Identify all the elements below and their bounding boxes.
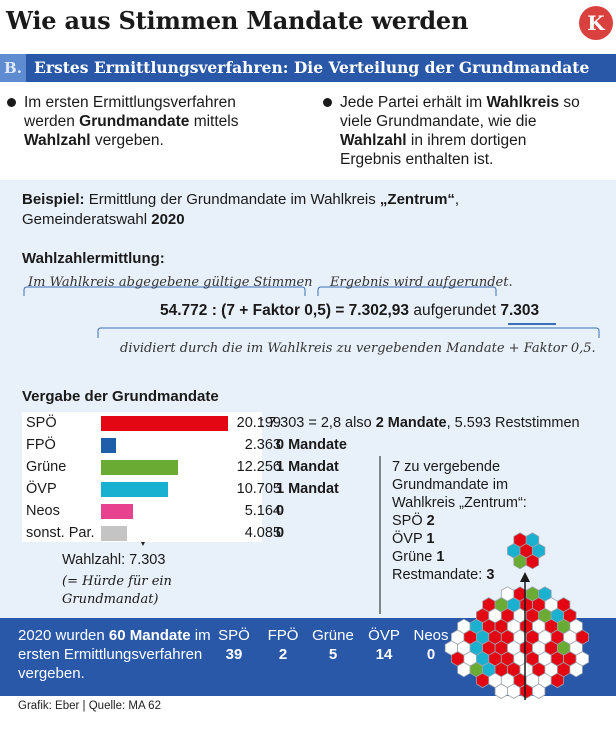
seat-hex bbox=[550, 672, 564, 689]
formula: 54.772 : (7 + Faktor 0,5) = 7.302,93 auf… bbox=[160, 302, 540, 319]
wahlzahl-label: Wahlzahl: 7.303 bbox=[62, 552, 166, 568]
hurdle-note: (= Hürde für ein Grundmandat) bbox=[62, 574, 172, 607]
seat-hex bbox=[525, 553, 540, 570]
vote-bar bbox=[101, 504, 133, 519]
mandate-result: 1 Mandat bbox=[276, 459, 339, 475]
seat-hex bbox=[569, 661, 583, 678]
summary-bar: 2020 wurden 60 Mandate im ersten Ermittl… bbox=[0, 618, 616, 696]
vote-bar bbox=[101, 438, 116, 453]
seat-hex bbox=[507, 683, 521, 699]
summary-spoe: SPÖ 39 bbox=[218, 627, 250, 663]
vote-count: 10.705 bbox=[236, 481, 281, 497]
bullet-right: Jede Partei erhält im Wahlkreis so viele… bbox=[323, 93, 590, 169]
seat-hex bbox=[475, 672, 490, 689]
summary-neos: Neos 0 bbox=[413, 627, 449, 663]
seat-hex bbox=[519, 683, 533, 699]
mandate-result: 1 Mandat bbox=[276, 481, 339, 497]
bullet-dot-icon bbox=[323, 98, 332, 107]
side-box: 7 zu vergebende Grundmandate im Wahlkrei… bbox=[392, 458, 572, 584]
arrow-up-icon bbox=[520, 572, 530, 582]
allocation-heading: Vergabe der Grundmandate bbox=[22, 388, 219, 405]
mandate-result: 0 bbox=[276, 503, 285, 519]
summary-text: 2020 wurden 60 Mandate im ersten Ermittl… bbox=[18, 627, 211, 682]
side-line-gruene: Grüne 1 bbox=[392, 549, 445, 565]
allocation-row: Grüne 12.256 1 Mandat bbox=[26, 457, 606, 479]
bullet-left: Im ersten Ermittlungsverfahren werden Gr… bbox=[7, 93, 264, 150]
vote-count: 12.256 bbox=[236, 459, 281, 475]
allocation-row: Neos 5.164 0 bbox=[26, 501, 606, 523]
vote-bar bbox=[101, 482, 168, 497]
section-letter: B. bbox=[0, 54, 26, 82]
seat-hex bbox=[457, 661, 471, 678]
page-title: Wie aus Stimmen Mandate werden bbox=[6, 6, 469, 35]
side-line-spoe: SPÖ 2 bbox=[392, 513, 435, 529]
summary-gruene: Grüne 5 bbox=[312, 627, 354, 663]
example-description: Beispiel: Ermittlung der Grundmandate im… bbox=[22, 191, 460, 228]
side-intro: 7 zu vergebende Grundmandate im Wahlkrei… bbox=[392, 459, 527, 511]
vote-count: 4.085 bbox=[244, 525, 281, 541]
mandate-result: : 7.303 = 2,8 also 2 Mandate, 5.593 Rest… bbox=[260, 415, 580, 431]
allocation-row: SPÖ 20.199 : 7.303 = 2,8 also 2 Mandate, … bbox=[26, 413, 606, 435]
allocation-row: FPÖ 2.363 0 Mandate bbox=[26, 435, 606, 457]
allocation-row: sonst. Par. 4.085 0 bbox=[26, 523, 606, 545]
section-title: Erstes Ermittlungsverfahren: Die Verteil… bbox=[34, 58, 590, 77]
vote-count: 2.363 bbox=[244, 437, 281, 453]
bullet-dot-icon bbox=[7, 98, 16, 107]
allocation-table-bg bbox=[22, 412, 262, 542]
side-line-oevp: ÖVP 1 bbox=[392, 531, 435, 547]
party-name: SPÖ bbox=[26, 415, 57, 431]
side-line-rest: Restmandate: 3 bbox=[392, 567, 495, 583]
brand-logo: K bbox=[579, 6, 613, 40]
allocation-row: ÖVP 10.705 1 Mandat bbox=[26, 479, 606, 501]
mandate-result: 0 Mandate bbox=[276, 437, 347, 453]
section-bar: B. Erstes Ermittlungsverfahren: Die Vert… bbox=[0, 54, 616, 82]
calc-heading: Wahlzahlermittlung: bbox=[22, 250, 165, 267]
note-votes: Im Wahlkreis abgegebene gültige Stimmen bbox=[28, 275, 313, 290]
note-round: Ergebnis wird aufgerundet. bbox=[330, 275, 513, 290]
vote-bar bbox=[101, 526, 127, 541]
note-divisor: dividiert durch die im Wahlkreis zu verg… bbox=[120, 341, 596, 356]
vote-bar bbox=[101, 460, 178, 475]
seat-hex bbox=[532, 683, 546, 699]
summary-oevp: ÖVP 14 bbox=[368, 627, 400, 663]
party-name: Grüne bbox=[26, 459, 67, 475]
seat-hex bbox=[494, 683, 508, 699]
vote-count: 5.164 bbox=[244, 503, 281, 519]
credit-line: Grafik: Eber | Quelle: MA 62 bbox=[18, 700, 161, 712]
seat-hex bbox=[513, 553, 527, 570]
mandate-result: 0 bbox=[276, 525, 285, 541]
party-name: FPÖ bbox=[26, 437, 56, 453]
party-name: ÖVP bbox=[26, 481, 57, 497]
vote-count: 20.199 bbox=[236, 415, 281, 431]
summary-fpoe: FPÖ 2 bbox=[267, 627, 299, 663]
vote-bar bbox=[101, 416, 228, 431]
party-name: sonst. Par. bbox=[26, 525, 95, 541]
party-name: Neos bbox=[26, 503, 60, 519]
